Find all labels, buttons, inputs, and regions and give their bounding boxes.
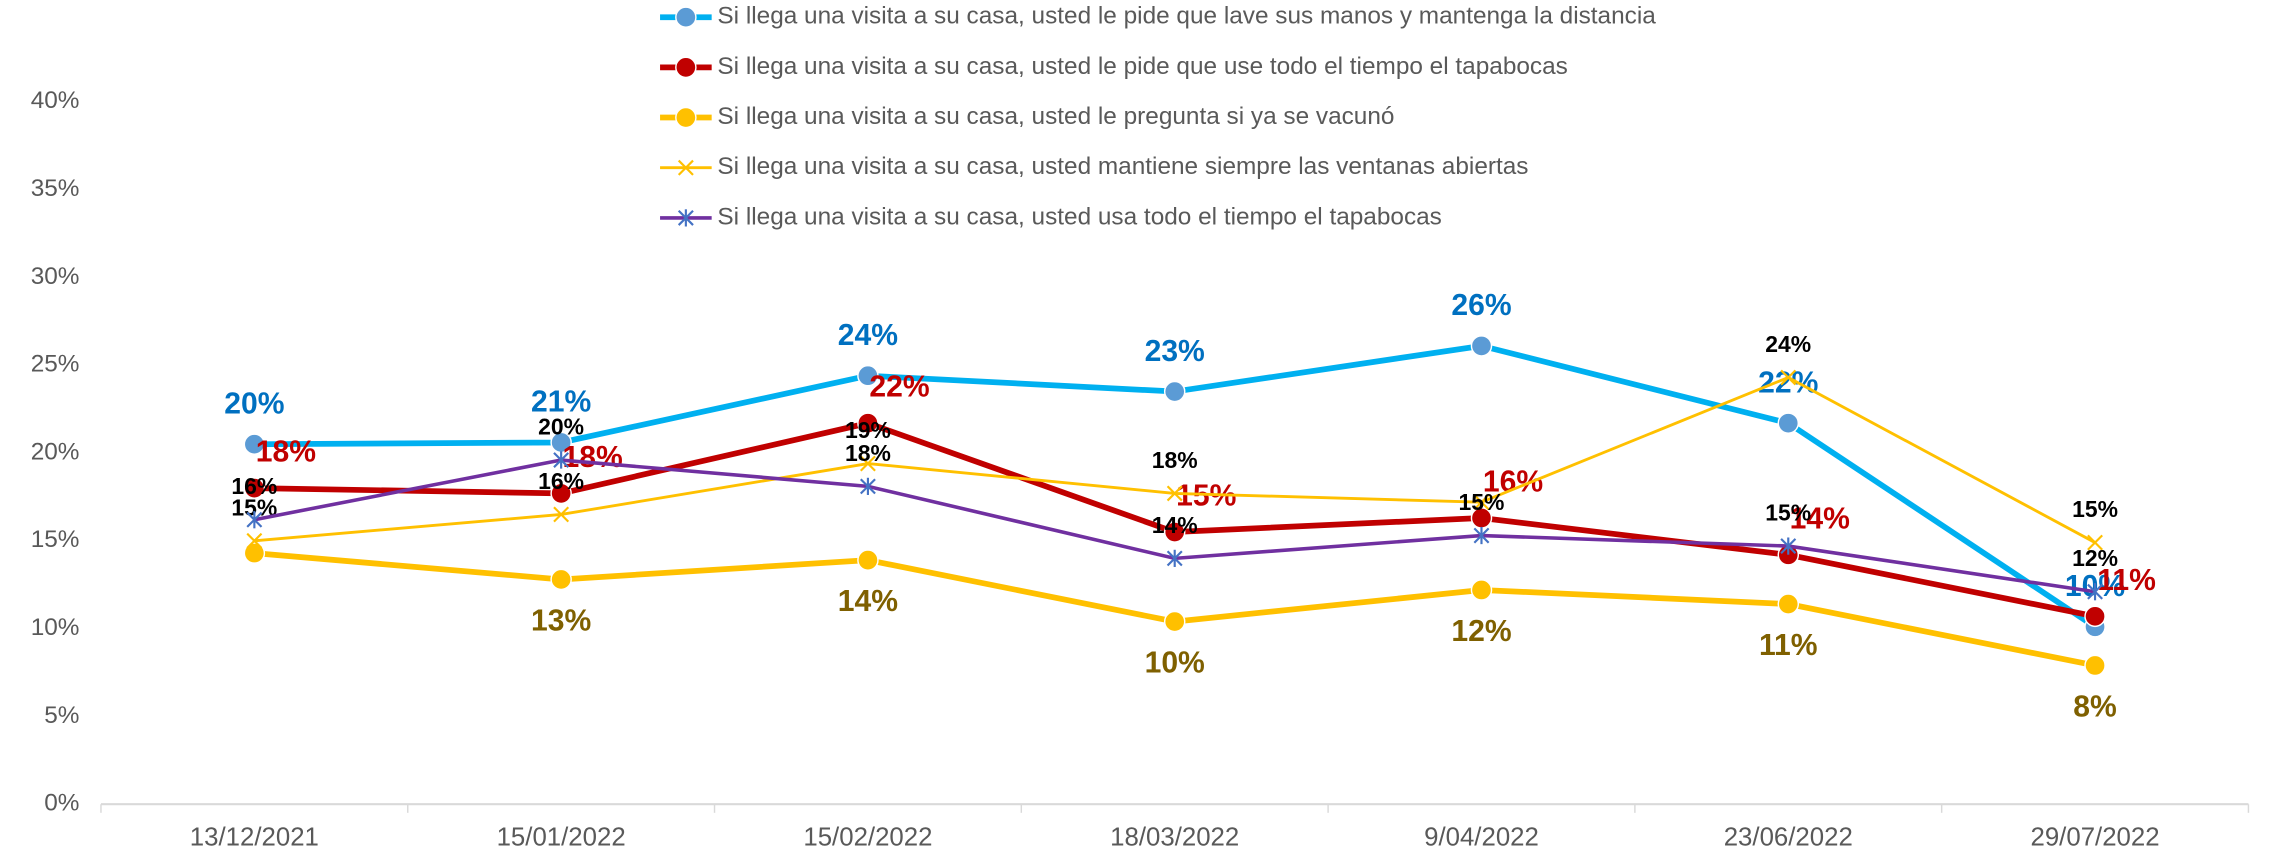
point — [859, 477, 876, 495]
point — [857, 364, 879, 387]
point — [859, 455, 876, 472]
point — [1473, 526, 1490, 545]
x-tick-label: 9/04/2022 — [1424, 823, 1539, 851]
point — [2087, 583, 2103, 601]
point — [1777, 412, 1800, 434]
point — [243, 542, 266, 564]
data-label: 15% — [1459, 489, 1505, 515]
point — [857, 549, 879, 571]
x-tick-label: 15/01/2022 — [497, 823, 626, 851]
data-label: 14% — [838, 585, 898, 618]
y-tick-label: 20% — [31, 438, 80, 465]
point — [1470, 335, 1493, 357]
legend-label: Si llega una visita a su casa, usted man… — [717, 153, 1528, 180]
data-label: 26% — [1451, 289, 1511, 322]
y-tick-label: 35% — [31, 175, 80, 202]
data-label: 20% — [538, 414, 584, 440]
y-tick-label: 5% — [44, 702, 79, 729]
y-tick-label: 10% — [31, 614, 80, 641]
data-label: 11% — [1759, 629, 1818, 662]
x-tick-label: 13/12/2021 — [190, 823, 319, 851]
point — [2084, 654, 2106, 677]
data-label: 16% — [231, 473, 277, 499]
point — [677, 159, 694, 176]
legend-label: Si llega una visita a su casa, usted le … — [717, 3, 1656, 30]
data-label: 16% — [538, 468, 584, 494]
point — [246, 532, 263, 549]
point — [675, 106, 697, 129]
data-label: 20% — [224, 387, 284, 420]
point — [675, 6, 697, 28]
y-tick-label: 15% — [31, 526, 80, 553]
point — [553, 451, 570, 469]
data-label: 18% — [256, 436, 316, 469]
legend-label: Si llega una visita a su casa, usted le … — [717, 53, 1567, 80]
x-tick-label: 15/02/2022 — [803, 823, 932, 851]
data-label: 22% — [869, 371, 929, 404]
data-label: 13% — [531, 604, 591, 637]
data-label: 18% — [563, 441, 623, 474]
data-label: 23% — [1145, 335, 1205, 368]
x-tick-label: 18/03/2022 — [1110, 823, 1239, 851]
data-label: 11% — [2097, 564, 2156, 597]
point — [1163, 380, 1186, 403]
y-tick-label: 30% — [31, 263, 80, 290]
data-label: 12% — [1451, 615, 1511, 648]
point — [1163, 521, 1186, 543]
point — [675, 56, 697, 79]
point — [1780, 537, 1797, 555]
data-label: 14% — [1790, 502, 1850, 535]
point — [553, 506, 570, 523]
data-label: 24% — [838, 319, 898, 352]
legend-label: Si llega una visita a su casa, usted le … — [717, 103, 1394, 130]
point — [1163, 610, 1186, 633]
point — [1780, 369, 1797, 386]
data-label: 14% — [1152, 512, 1198, 538]
point — [2087, 534, 2103, 551]
y-tick-label: 25% — [31, 351, 80, 378]
point — [550, 482, 572, 505]
data-label: 19% — [845, 417, 891, 443]
point — [677, 209, 694, 227]
point — [1166, 549, 1183, 567]
point — [1166, 485, 1183, 502]
point — [1473, 494, 1490, 511]
y-tick-label: 0% — [44, 790, 79, 817]
data-label: 18% — [1152, 447, 1198, 473]
x-tick-label: 23/06/2022 — [1724, 823, 1853, 851]
point — [243, 433, 266, 455]
x-tick-label: 29/07/2022 — [2030, 823, 2159, 851]
data-label: 22% — [1758, 366, 1818, 399]
y-tick-label: 40% — [31, 87, 80, 114]
data-label: 15% — [1765, 500, 1811, 526]
data-label: 8% — [2073, 690, 2117, 723]
data-label: 12% — [2072, 545, 2118, 571]
legend-label: Si llega una visita a su casa, usted usa… — [717, 203, 1441, 230]
point — [857, 412, 879, 434]
point — [1777, 593, 1800, 615]
data-label: 10% — [1145, 647, 1205, 680]
data-label: 15% — [2072, 496, 2118, 522]
point — [550, 568, 572, 591]
data-label: 24% — [1765, 331, 1811, 357]
point — [246, 511, 263, 529]
point — [243, 477, 266, 499]
point — [2084, 605, 2106, 628]
data-label: 21% — [531, 386, 591, 419]
point — [1470, 579, 1493, 601]
data-label: 18% — [845, 440, 891, 466]
